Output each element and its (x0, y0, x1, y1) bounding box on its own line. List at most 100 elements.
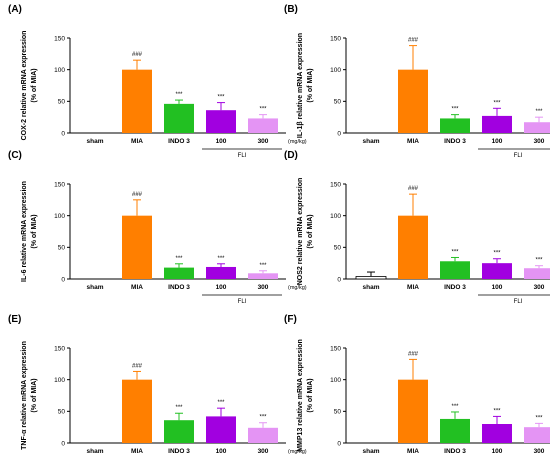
y-tick-label: 100 (54, 377, 65, 384)
significance-label: *** (217, 400, 225, 406)
bar (398, 215, 428, 279)
group-label: FLI (514, 153, 523, 159)
bar (440, 118, 470, 133)
x-tick-label: MIA (407, 448, 419, 455)
significance-label: *** (175, 405, 183, 411)
significance-label: *** (175, 256, 183, 262)
bar (122, 379, 152, 443)
bar (122, 69, 152, 133)
chart-panel: (F) MMP13 relative mRNA expression (% of M… (284, 314, 550, 455)
unit-label: (mg/kg) (288, 139, 307, 145)
chart-panel: (C) IL-6 relative mRNA expression (% of MI… (8, 150, 307, 305)
significance-label: ### (132, 192, 143, 198)
bar (248, 273, 278, 279)
y-axis-unit-label: (% of MIA) (31, 68, 38, 102)
y-tick-label: 150 (330, 35, 341, 42)
x-tick-label: 300 (534, 448, 545, 455)
y-axis-unit-label: (% of MIA) (31, 378, 38, 412)
bar (206, 110, 236, 133)
significance-label: *** (535, 109, 543, 115)
significance-label: ### (132, 363, 143, 369)
chart-panel: (A) COX-2 relative mRNA expression (% of M… (8, 4, 307, 159)
bar (524, 268, 550, 279)
x-tick-label: INDO 3 (168, 448, 190, 455)
y-tick-label: 0 (61, 130, 65, 137)
y-axis-label: MMP13 relative mRNA expression (297, 339, 304, 452)
x-tick-label: MIA (131, 448, 143, 455)
y-axis-label: IL-1β relative mRNA expression (297, 33, 304, 138)
panel-letter: (E) (8, 314, 21, 325)
x-tick-label: 300 (534, 138, 545, 145)
y-tick-label: 50 (58, 245, 66, 252)
significance-label: ### (408, 38, 419, 44)
bar (482, 115, 512, 133)
y-tick-label: 100 (54, 67, 65, 74)
significance-label: ### (132, 52, 143, 58)
y-tick-label: 150 (54, 181, 65, 188)
y-tick-label: 50 (58, 99, 66, 106)
x-tick-label: INDO 3 (168, 138, 190, 145)
x-tick-label: MIA (131, 138, 143, 145)
unit-label: (mg/kg) (288, 285, 307, 291)
y-axis-unit-label: (% of MIA) (307, 68, 314, 102)
x-tick-label: 100 (492, 448, 503, 455)
bar (524, 122, 550, 133)
y-tick-label: 50 (334, 245, 342, 252)
y-tick-label: 50 (58, 409, 66, 416)
x-tick-label: 300 (534, 284, 545, 291)
y-tick-label: 0 (61, 440, 65, 447)
group-label: FLI (238, 299, 247, 305)
group-label: FLI (238, 153, 247, 159)
significance-label: ### (408, 351, 419, 357)
chart-panel: (B) IL-1β relative mRNA expression (% of M… (284, 4, 550, 159)
significance-label: *** (451, 107, 459, 113)
y-axis-label: COX-2 relative mRNA expression (21, 31, 28, 141)
y-tick-label: 100 (330, 377, 341, 384)
y-axis-label: TNF-α relative mRNA expression (21, 341, 28, 450)
bar (482, 424, 512, 443)
x-tick-label: INDO 3 (444, 138, 466, 145)
bar (355, 276, 387, 280)
significance-label: *** (259, 263, 267, 269)
x-tick-label: INDO 3 (168, 284, 190, 291)
x-tick-label: sham (87, 284, 104, 291)
significance-label: ### (408, 186, 419, 192)
significance-label: *** (535, 258, 543, 264)
bar (524, 427, 550, 443)
x-tick-label: MIA (407, 284, 419, 291)
bar (206, 416, 236, 443)
chart-panel: (D) NOS2 relative mRNA expression (% of MI… (284, 150, 550, 305)
bar (164, 420, 194, 443)
y-tick-label: 150 (330, 345, 341, 352)
y-tick-label: 0 (337, 276, 341, 283)
bar (248, 427, 278, 443)
significance-label: *** (217, 95, 225, 101)
x-tick-label: INDO 3 (444, 284, 466, 291)
significance-label: *** (493, 408, 501, 414)
bar (440, 418, 470, 443)
y-tick-label: 50 (334, 409, 342, 416)
panel-letter: (C) (8, 150, 22, 161)
x-tick-label: 100 (492, 138, 503, 145)
x-tick-label: sham (363, 284, 380, 291)
bar (206, 266, 236, 279)
x-tick-label: sham (363, 448, 380, 455)
y-axis-label: IL-6 relative mRNA expression (21, 181, 28, 282)
significance-label: *** (259, 415, 267, 421)
y-axis-unit-label: (% of MIA) (307, 214, 314, 248)
significance-label: *** (259, 107, 267, 113)
x-tick-label: sham (87, 448, 104, 455)
chart-panel: (E) TNF-α relative mRNA expression (% of M… (8, 314, 307, 455)
y-tick-label: 0 (337, 130, 341, 137)
significance-label: *** (217, 256, 225, 262)
x-tick-label: INDO 3 (444, 448, 466, 455)
significance-label: *** (175, 92, 183, 98)
x-tick-label: 300 (258, 448, 269, 455)
bar (164, 267, 194, 279)
bar (164, 103, 194, 133)
y-tick-label: 50 (334, 99, 342, 106)
x-tick-label: MIA (131, 284, 143, 291)
x-tick-label: sham (87, 138, 104, 145)
significance-label: *** (493, 100, 501, 106)
